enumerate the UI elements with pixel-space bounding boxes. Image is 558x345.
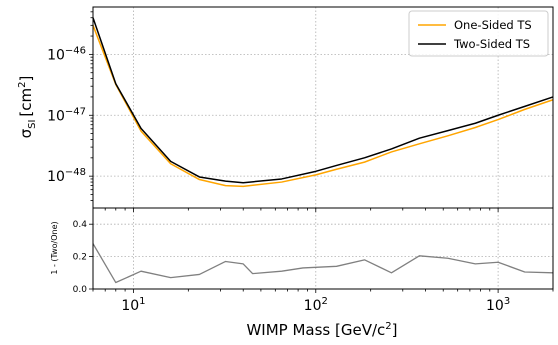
ratio-y-tick-label: 0.2 [73, 253, 87, 263]
legend: One-Sided TS Two-Sided TS [408, 10, 549, 57]
main-y-tick-label: 10−47 [47, 106, 86, 124]
ratio-line [92, 243, 554, 284]
x-tick-label: 101 [121, 296, 145, 314]
ratio-plot-ticks: 101 102 103 0.0 0.2 0.4 [73, 220, 554, 314]
xlabel: WIMP Mass [GeV/c2] [246, 321, 397, 339]
x-tick-label: 102 [304, 296, 328, 314]
ratio-plot-lines [92, 243, 554, 284]
ratio-plot-grid [93, 208, 553, 290]
legend-label-two-sided: Two-Sided TS [453, 37, 530, 51]
ratio-plot-frame [92, 207, 554, 290]
ratio-ylabel: 1 - (Two/One) [50, 221, 59, 274]
main-plot-lines [92, 17, 554, 188]
series-line-1 [92, 17, 554, 184]
main-y-tick-label: 10−48 [47, 167, 86, 185]
legend-label-one-sided: One-Sided TS [454, 18, 532, 32]
x-tick-label: 103 [486, 296, 510, 314]
ratio-y-tick-label: 0.4 [73, 220, 88, 230]
main-y-tick-label: 10−46 [47, 45, 86, 63]
series-line-0 [92, 25, 554, 188]
ratio-y-tick-label: 0.0 [73, 285, 88, 295]
main-ylabel: σSI[cm2] [17, 76, 38, 139]
main-plot-ticks: 10−46 10−47 10−48 [47, 11, 554, 212]
